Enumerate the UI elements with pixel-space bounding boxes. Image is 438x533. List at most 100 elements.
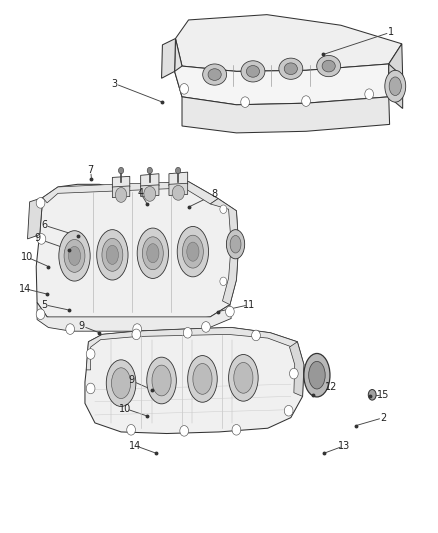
Circle shape	[127, 424, 135, 435]
Ellipse shape	[142, 237, 163, 270]
Circle shape	[180, 425, 188, 436]
Polygon shape	[113, 186, 130, 198]
Ellipse shape	[226, 230, 245, 259]
Polygon shape	[290, 342, 304, 397]
Ellipse shape	[106, 360, 136, 407]
Text: 3: 3	[112, 78, 118, 88]
Ellipse shape	[230, 236, 241, 253]
Polygon shape	[169, 183, 187, 196]
Circle shape	[201, 321, 210, 332]
Text: 9: 9	[34, 233, 40, 244]
Ellipse shape	[112, 368, 131, 399]
Ellipse shape	[193, 364, 212, 394]
Text: 15: 15	[377, 390, 390, 400]
Text: 5: 5	[41, 300, 47, 310]
Text: 12: 12	[325, 382, 337, 392]
Ellipse shape	[368, 390, 376, 400]
Text: 8: 8	[212, 189, 218, 199]
Polygon shape	[43, 182, 218, 204]
Circle shape	[37, 233, 46, 244]
Circle shape	[36, 309, 45, 319]
Ellipse shape	[317, 55, 341, 77]
Circle shape	[232, 424, 241, 435]
Circle shape	[86, 349, 95, 359]
Ellipse shape	[59, 231, 90, 281]
Ellipse shape	[147, 244, 159, 263]
Ellipse shape	[177, 227, 208, 277]
Circle shape	[118, 167, 124, 174]
Circle shape	[220, 205, 227, 214]
Ellipse shape	[97, 230, 128, 280]
Polygon shape	[28, 198, 43, 239]
Polygon shape	[85, 327, 304, 433]
Circle shape	[290, 368, 298, 379]
Text: 10: 10	[21, 252, 33, 262]
Polygon shape	[175, 38, 182, 97]
Circle shape	[284, 406, 293, 416]
Ellipse shape	[187, 356, 217, 402]
Circle shape	[86, 383, 95, 394]
Polygon shape	[210, 199, 239, 305]
Text: 11: 11	[244, 300, 256, 310]
Circle shape	[241, 97, 250, 108]
Circle shape	[36, 198, 45, 208]
Ellipse shape	[246, 66, 260, 77]
Circle shape	[220, 277, 227, 286]
Polygon shape	[36, 182, 239, 325]
Polygon shape	[37, 303, 231, 331]
Ellipse shape	[241, 61, 265, 82]
Ellipse shape	[208, 69, 221, 80]
Text: 1: 1	[388, 27, 394, 37]
Circle shape	[66, 324, 74, 334]
Polygon shape	[389, 44, 403, 97]
Polygon shape	[176, 14, 402, 71]
Ellipse shape	[152, 365, 171, 396]
Ellipse shape	[304, 353, 330, 397]
Circle shape	[226, 306, 234, 317]
Circle shape	[133, 324, 141, 334]
Text: 9: 9	[128, 375, 134, 385]
Ellipse shape	[187, 242, 199, 261]
Circle shape	[302, 96, 311, 107]
Circle shape	[176, 167, 181, 174]
Circle shape	[147, 167, 152, 174]
Text: 10: 10	[119, 403, 131, 414]
Ellipse shape	[279, 58, 303, 79]
Polygon shape	[141, 185, 159, 197]
Text: 14: 14	[19, 284, 32, 294]
Ellipse shape	[234, 362, 253, 393]
Ellipse shape	[172, 185, 184, 200]
Ellipse shape	[183, 235, 203, 268]
Text: 13: 13	[338, 441, 350, 451]
Ellipse shape	[322, 60, 335, 72]
Polygon shape	[182, 97, 390, 133]
Text: 4: 4	[138, 188, 144, 198]
Ellipse shape	[144, 187, 156, 201]
Polygon shape	[162, 38, 176, 78]
Polygon shape	[175, 64, 389, 105]
Ellipse shape	[137, 228, 169, 278]
Ellipse shape	[389, 77, 401, 95]
Circle shape	[365, 89, 374, 100]
Ellipse shape	[106, 245, 118, 264]
Text: 7: 7	[88, 165, 94, 175]
Ellipse shape	[385, 70, 406, 102]
Polygon shape	[169, 172, 187, 186]
Ellipse shape	[309, 361, 325, 389]
Ellipse shape	[102, 238, 123, 271]
Text: 2: 2	[380, 413, 387, 423]
Polygon shape	[113, 176, 130, 188]
Ellipse shape	[147, 357, 177, 404]
Polygon shape	[141, 174, 159, 187]
Circle shape	[132, 329, 141, 340]
Ellipse shape	[68, 246, 81, 265]
Ellipse shape	[116, 188, 127, 203]
Ellipse shape	[284, 63, 297, 75]
Ellipse shape	[229, 354, 258, 401]
Circle shape	[184, 327, 192, 338]
Text: 9: 9	[79, 321, 85, 331]
Ellipse shape	[203, 64, 226, 85]
Circle shape	[252, 330, 260, 341]
Text: 6: 6	[41, 220, 47, 230]
Circle shape	[180, 84, 188, 94]
